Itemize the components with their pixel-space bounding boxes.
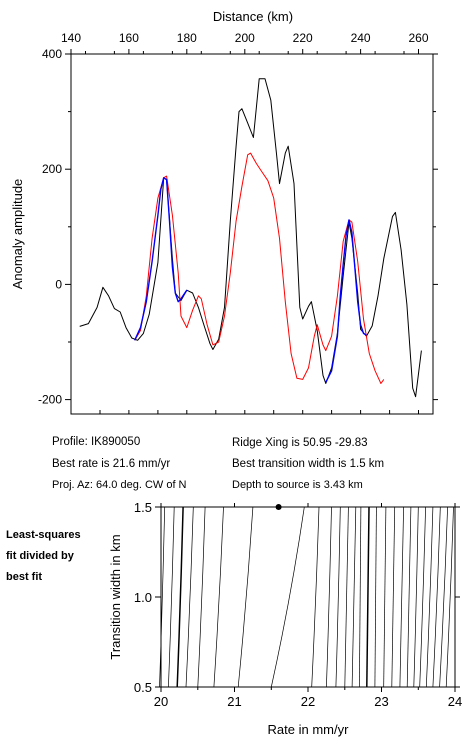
- anomaly-series: [79, 78, 422, 398]
- contour-line: [413, 506, 419, 688]
- model-profile-line: [134, 152, 385, 384]
- misfit-chart: 20 21 22 23 24 0.5 1.0 1.5 Rate in mm/yr Trans…: [108, 500, 462, 737]
- bottom-y-ticks: 0.5 1.0 1.5: [134, 500, 460, 695]
- observed-profile-line: [79, 78, 422, 398]
- best-fit-point: [275, 504, 282, 510]
- misfit-y-axis-title: Transition width in km: [108, 534, 123, 659]
- top-x-tick-label: 140: [61, 31, 81, 45]
- contour-line: [391, 506, 396, 688]
- profile-label: Profile: IK890050: [52, 436, 141, 448]
- top-y-tick-label: -200: [38, 393, 62, 407]
- contour-line: [425, 506, 434, 688]
- best-fit-marker: [275, 504, 282, 510]
- misfit-description: Least-squares fit divided by best fit: [6, 525, 81, 588]
- contour-line: [326, 506, 332, 688]
- top-x-tick-label: 160: [119, 31, 139, 45]
- bottom-x-tick-label: 21: [227, 694, 241, 709]
- contour-line: [213, 506, 224, 688]
- contour-line: [335, 506, 341, 688]
- anomaly-plot-frame: [70, 53, 434, 415]
- contour-line: [366, 506, 370, 688]
- contour-line: [197, 506, 206, 688]
- projection-azimuth-label: Proj. Az: 64.0 deg. CW of N: [52, 479, 187, 491]
- top-x-tick-label: 220: [293, 31, 313, 45]
- top-x-tick-label: 200: [235, 31, 255, 45]
- top-y-tick-label: 400: [42, 47, 62, 61]
- contour-line: [399, 506, 404, 688]
- contour-line: [176, 506, 184, 688]
- fit-window-line-2: [325, 219, 367, 383]
- contour-line: [359, 506, 362, 688]
- bottom-x-tick-label: 22: [301, 694, 315, 709]
- best-rate-label: Best rate is 21.6 mm/yr: [52, 458, 171, 470]
- ridge-crossing-label: Ridge Xing is 50.95 -29.83: [232, 437, 368, 449]
- top-y-tick-label: 200: [42, 162, 62, 176]
- best-width-label: Best transition width is 1.5 km: [232, 458, 385, 470]
- bottom-x-ticks: 20 21 22 23 24: [154, 503, 462, 709]
- contour-line: [351, 506, 357, 688]
- bottom-x-tick-label: 20: [154, 694, 168, 709]
- top-y-tick-label: 0: [55, 277, 62, 291]
- fit-window-line-1: [134, 177, 188, 341]
- top-x-ticks-bottom: [70, 410, 419, 414]
- bottom-x-tick-label: 23: [374, 694, 388, 709]
- contour-line: [311, 506, 320, 688]
- contour-line: [432, 506, 441, 688]
- top-x-tick-label: 180: [177, 31, 197, 45]
- anomaly-x-axis-title: Distance (km): [213, 9, 293, 24]
- top-x-ticks-top: 140 160 180 200 220 240 260: [61, 31, 429, 54]
- contour-line: [344, 506, 349, 688]
- contour-line: [383, 506, 387, 688]
- contour-line: [419, 506, 426, 688]
- contour-line: [445, 506, 454, 688]
- bottom-y-tick-label: 0.5: [134, 680, 152, 695]
- misfit-x-axis-title: Rate in mm/yr: [268, 722, 350, 737]
- top-x-tick-label: 240: [351, 31, 371, 45]
- misfit-description-line-2: fit divided by: [6, 550, 74, 562]
- misfit-description-line-1: Least-squares: [6, 529, 81, 541]
- contour-line: [185, 506, 194, 688]
- contour-line: [159, 506, 166, 688]
- contour-line: [406, 506, 412, 688]
- anomaly-chart: 140 160 180 200 220 240 260 -200 0 200 400 Distan…: [10, 9, 438, 415]
- misfit-plot-frame: [160, 506, 456, 688]
- contour-line: [168, 506, 175, 688]
- misfit-contours: [159, 506, 454, 688]
- top-x-tick-label: 260: [408, 31, 428, 45]
- top-y-ticks: -200 0 200 400: [38, 47, 438, 407]
- depth-label: Depth to source is 3.43 km: [232, 479, 363, 491]
- bottom-y-tick-label: 1.0: [134, 590, 152, 605]
- anomaly-y-axis-title: Anomaly amplitude: [10, 179, 25, 290]
- bottom-y-tick-label: 1.5: [134, 500, 152, 515]
- contour-line: [374, 506, 377, 688]
- misfit-description-line-3: best fit: [6, 571, 43, 583]
- contour-line: [439, 506, 448, 688]
- contour-line: [237, 506, 254, 688]
- bottom-x-tick-label: 24: [448, 694, 462, 709]
- contour-line: [270, 506, 305, 688]
